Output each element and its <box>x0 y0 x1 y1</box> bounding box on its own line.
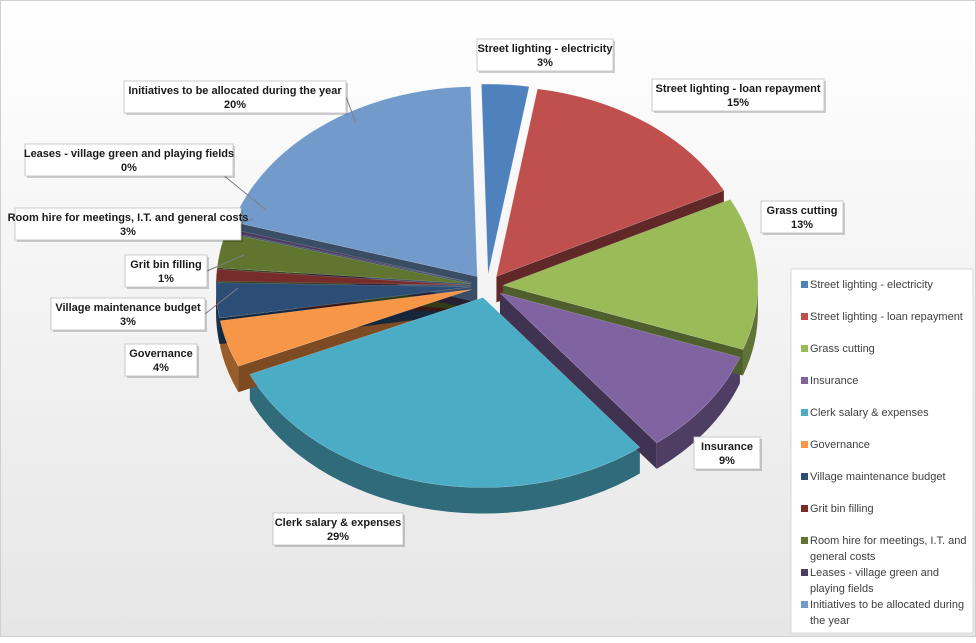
data-label-name-grit-bin-filling: Grit bin filling <box>130 259 202 271</box>
data-labels: Street lighting - electricity 3% Street li… <box>8 38 845 547</box>
data-label-name-governance: Governance <box>129 348 193 360</box>
legend-swatch-grit-bin-filling <box>801 505 808 512</box>
pie-slice-street-lighting-loan-repayment <box>496 88 725 277</box>
legend-label-room-hire-for-meetings-i-t-and-general-costs: Room hire for meetings, I.T. and general … <box>810 535 967 563</box>
pie-slice-side-grass-cutting <box>742 285 758 376</box>
legend-swatch-grass-cutting <box>801 345 808 352</box>
pie-slice-village-maintenance-budget <box>215 282 472 319</box>
pie-plot <box>215 83 759 514</box>
legend-label-insurance: Insurance <box>810 375 858 387</box>
data-label-box-clerk-salary-expenses <box>272 512 404 546</box>
data-label-value-leases-village-green-and-playing-fields: 0% <box>121 162 137 174</box>
data-label-box-grass-cutting <box>760 200 844 234</box>
legend-swatch-room-hire-for-meetings-i-t-and-general-costs <box>801 537 808 544</box>
data-label-box-village-maintenance-budget <box>50 297 206 331</box>
legend-label-governance: Governance <box>810 439 870 451</box>
data-label-value-grass-cutting: 13% <box>791 219 813 231</box>
legend-label-grit-bin-filling: Grit bin filling <box>810 503 874 515</box>
data-label-box-initiatives-to-be-allocated-during-the-year <box>123 80 347 114</box>
legend-label-grass-cutting: Grass cutting <box>810 343 875 355</box>
legend-label-village-maintenance-budget: Village maintenance budget <box>810 471 946 483</box>
pie-slice-side-insurance <box>656 357 740 469</box>
data-label-name-grass-cutting: Grass cutting <box>767 205 838 217</box>
data-label-value-street-lighting-electricity: 3% <box>537 57 553 69</box>
data-label-name-room-hire-for-meetings-i-t-and-general-costs: Room hire for meetings, I.T. and general… <box>8 212 249 224</box>
pie-slice-grit-bin-filling <box>215 268 472 286</box>
legend: Street lighting - electricity Street ligh… <box>790 268 974 634</box>
data-label-value-initiatives-to-be-allocated-during-the-year: 20% <box>224 99 246 111</box>
data-label-value-grit-bin-filling: 1% <box>158 273 174 285</box>
data-label-name-village-maintenance-budget: Village maintenance budget <box>55 302 201 314</box>
data-label-name-leases-village-green-and-playing-fields: Leases - village green and playing field… <box>24 148 234 160</box>
pie-slice-clerk-salary-expenses <box>249 297 641 488</box>
pie-slice-initiatives-to-be-allocated-during-the-year <box>232 86 478 277</box>
data-label-name-clerk-salary-expenses: Clerk salary & expenses <box>275 517 402 529</box>
pie-slice-side-clerk-salary-expenses <box>249 374 640 514</box>
data-label-value-street-lighting-loan-repayment: 15% <box>727 97 749 109</box>
legend-label-street-lighting-loan-repayment: Street lighting - loan repayment <box>810 311 963 323</box>
data-label-name-insurance: Insurance <box>701 441 753 453</box>
data-label-name-street-lighting-electricity: Street lighting - electricity <box>477 43 613 55</box>
data-label-value-room-hire-for-meetings-i-t-and-general-costs: 3% <box>120 226 136 238</box>
pie-slice-insurance <box>499 292 741 444</box>
leader-line-grit-bin-filling <box>206 254 245 272</box>
legend-label-leases-village-green-and-playing-fields: Leases - village green and playing fields <box>810 567 939 595</box>
legend-swatch-initiatives-to-be-allocated-during-the-year <box>801 601 808 608</box>
data-label-box-leases-village-green-and-playing-fields <box>24 143 234 177</box>
legend-swatch-insurance <box>801 377 808 384</box>
legend-swatch-leases-village-green-and-playing-fields <box>801 569 808 576</box>
data-label-value-clerk-salary-expenses: 29% <box>327 531 349 543</box>
pie-slice-grass-cutting <box>501 198 759 350</box>
data-label-box-insurance <box>693 436 761 470</box>
data-label-name-street-lighting-loan-repayment: Street lighting - loan repayment <box>655 83 820 95</box>
data-label-value-governance: 4% <box>153 362 169 374</box>
legend-label-clerk-salary-expenses: Clerk salary & expenses <box>810 407 929 419</box>
data-label-box-street-lighting-electricity <box>476 38 614 72</box>
data-label-value-insurance: 9% <box>719 455 735 467</box>
data-label-box-room-hire-for-meetings-i-t-and-general-costs <box>14 207 242 241</box>
pie-slice-side-village-maintenance-budget <box>216 286 220 345</box>
data-label-name-initiatives-to-be-allocated-during-the-year: Initiatives to be allocated during the y… <box>128 85 342 97</box>
leader-line-room-hire-for-meetings-i-t-and-general-costs <box>240 218 254 224</box>
legend-label-initiatives-to-be-allocated-during-the-year: Initiatives to be allocated during the ye… <box>810 599 964 627</box>
legend-label-street-lighting-electricity: Street lighting - electricity <box>810 279 933 291</box>
legend-swatch-village-maintenance-budget <box>801 473 808 480</box>
legend-box <box>790 268 974 634</box>
legend-swatch-governance <box>801 441 808 448</box>
legend-swatch-clerk-salary-expenses <box>801 409 808 416</box>
pie-slice-governance <box>219 289 472 367</box>
pie-slice-edge-insurance <box>499 292 657 469</box>
data-label-box-governance <box>124 343 198 377</box>
data-label-box-grit-bin-filling <box>124 254 208 288</box>
pie-slice-street-lighting-electricity <box>481 83 530 275</box>
legend-swatch-street-lighting-electricity <box>801 281 808 288</box>
leader-line-initiatives-to-be-allocated-during-the-year <box>345 96 357 124</box>
data-label-box-street-lighting-loan-repayment <box>651 78 825 112</box>
legend-swatch-street-lighting-loan-repayment <box>801 313 808 320</box>
data-label-value-village-maintenance-budget: 3% <box>120 316 136 328</box>
leader-line-village-maintenance-budget <box>204 287 239 315</box>
